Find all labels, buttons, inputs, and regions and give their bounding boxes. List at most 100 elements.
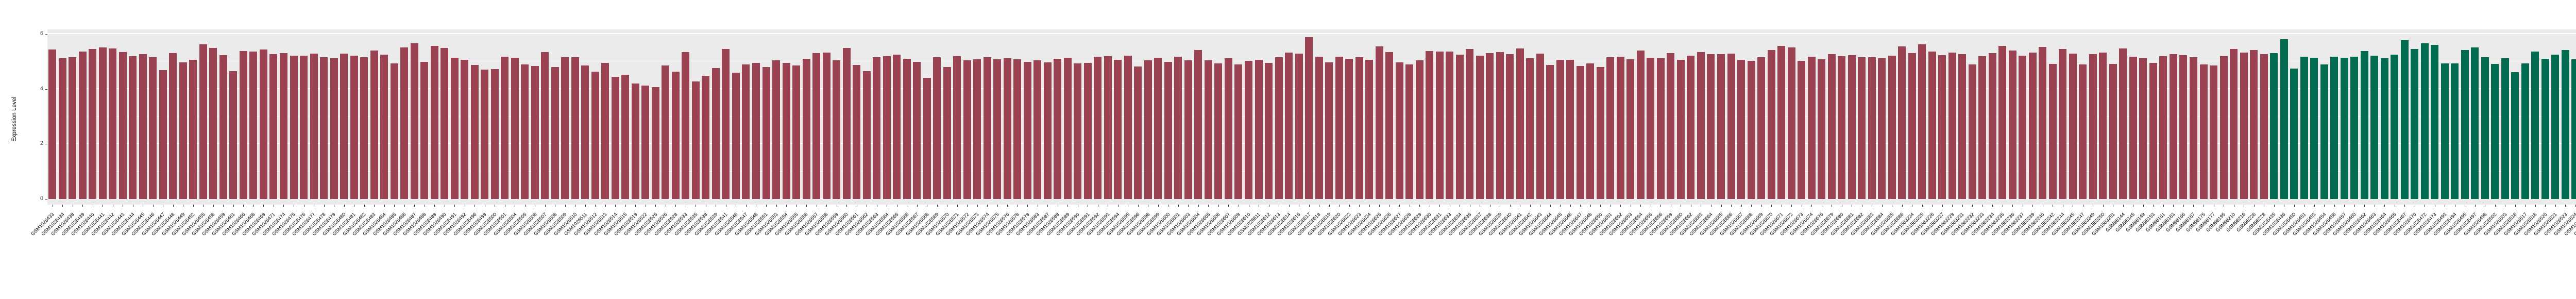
x-tick-mark [1620, 205, 1621, 207]
x-tick-mark [1902, 205, 1903, 207]
x-tick-mark [2294, 205, 2295, 207]
bar [2411, 49, 2419, 199]
bar [440, 48, 449, 199]
bar [450, 57, 459, 199]
x-tick-mark [2274, 205, 2275, 207]
bar [2230, 48, 2238, 199]
bar [1878, 58, 1886, 199]
x-tick-mark [1922, 205, 1923, 207]
bar [1083, 63, 1092, 199]
bar [1827, 54, 1836, 199]
x-tick-mark [2153, 205, 2154, 207]
x-tick-mark [957, 205, 958, 207]
bar [2280, 39, 2288, 199]
x-tick-mark [2344, 205, 2345, 207]
bar [139, 54, 147, 199]
bar [2149, 63, 2157, 199]
bar [2189, 57, 2197, 199]
bar [963, 60, 971, 199]
bar [2330, 56, 2338, 199]
x-tick-mark [1771, 205, 1772, 207]
x-tick-mark [1952, 205, 1953, 207]
x-tick-mark [434, 205, 435, 207]
bar [1094, 57, 1102, 199]
bar [2541, 59, 2549, 199]
bar [1647, 57, 1655, 199]
x-tick-mark [1982, 205, 1983, 207]
x-tick-mark [2314, 205, 2315, 207]
x-tick-mark [1600, 205, 1601, 207]
bar [2531, 52, 2539, 199]
bar [1466, 49, 1474, 199]
x-tick-mark [524, 205, 526, 207]
x-tick-mark [1751, 205, 1752, 207]
bar [2240, 53, 2248, 199]
bar [842, 47, 851, 199]
bar [470, 64, 479, 199]
bar [1888, 56, 1896, 199]
bar [1074, 63, 1082, 199]
x-tick-mark [675, 205, 676, 207]
bar [1496, 52, 1504, 199]
x-tick-mark [1309, 205, 1310, 207]
bar [862, 71, 871, 199]
bar [1285, 53, 1293, 199]
bar [993, 59, 1002, 199]
bar [1626, 59, 1635, 199]
bar [2320, 64, 2328, 199]
x-tick-mark [1660, 205, 1662, 207]
bar [1777, 46, 1786, 199]
bar [1033, 60, 1042, 199]
bar [1415, 60, 1423, 199]
x-tick-mark [1188, 205, 1189, 207]
bar [651, 87, 659, 199]
bar [360, 57, 368, 199]
x-tick-mark [776, 205, 777, 207]
bar [2561, 49, 2569, 199]
bar [340, 54, 348, 199]
x-tick-mark [2143, 205, 2144, 207]
bar [89, 48, 97, 199]
bar [1988, 53, 1996, 199]
bar [98, 47, 107, 199]
x-tick-mark [2575, 205, 2576, 207]
x-tick-mark [766, 205, 767, 207]
x-tick-mark [1138, 205, 1139, 207]
bar [1948, 52, 1956, 199]
x-tick-mark [1721, 205, 1722, 207]
bar [461, 60, 469, 199]
x-tick-mark [62, 205, 63, 207]
bar [2481, 57, 2489, 199]
y-tick-label: 2 [40, 140, 43, 147]
x-tick-mark [1560, 205, 1561, 207]
bar [1848, 55, 1856, 199]
bar [1295, 53, 1303, 199]
x-tick-mark [806, 205, 807, 207]
x-tick-mark [937, 205, 938, 207]
x-tick-mark [2334, 205, 2335, 207]
bar [2270, 53, 2278, 199]
y-tick-mark [45, 89, 47, 90]
bar [1063, 58, 1072, 199]
bar [1144, 60, 1152, 199]
bar [69, 57, 77, 199]
bar [229, 71, 238, 199]
bar [481, 70, 489, 199]
bar [1315, 56, 1323, 199]
bar [682, 52, 690, 199]
bar [1124, 55, 1132, 199]
x-tick-mark [414, 205, 415, 207]
bar [1998, 45, 2007, 199]
bar [370, 51, 378, 199]
bar [2471, 47, 2479, 199]
bar [2079, 64, 2087, 199]
bar [1858, 57, 1866, 199]
bar [1838, 56, 1846, 199]
bar [1204, 60, 1212, 199]
bar [1265, 63, 1273, 199]
x-tick-mark [786, 205, 787, 207]
bar [571, 57, 579, 199]
bar [1104, 56, 1112, 199]
bar [1335, 57, 1343, 199]
x-tick-mark [1359, 205, 1360, 207]
